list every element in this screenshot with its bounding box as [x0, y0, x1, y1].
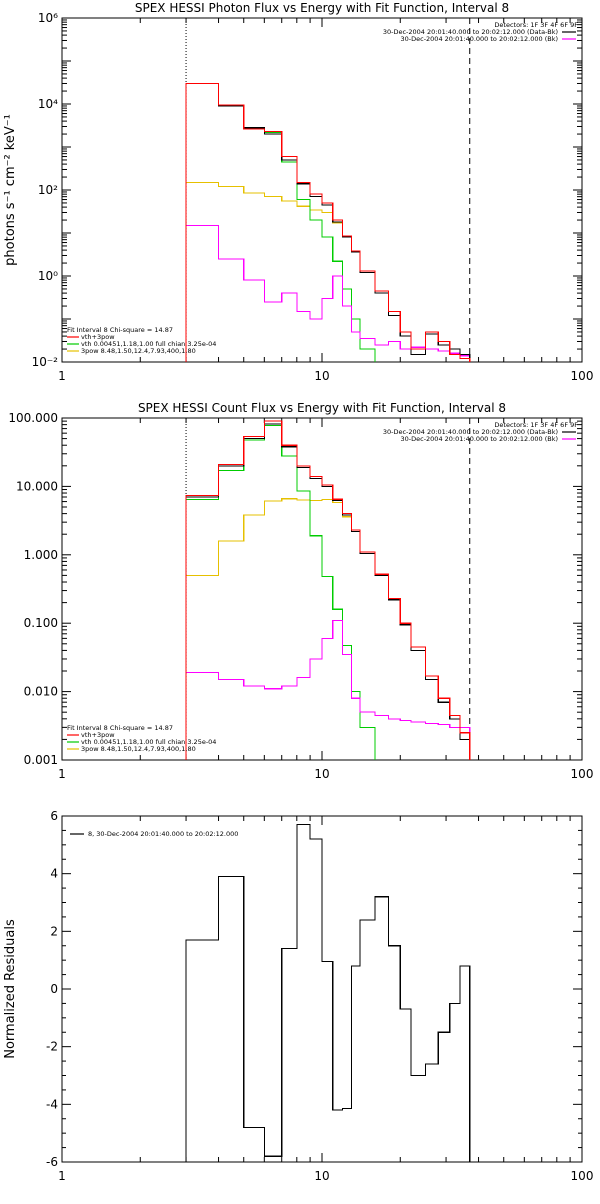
- x-tick-label: 1: [58, 1169, 66, 1183]
- series-vth-3pow: [185, 420, 471, 760]
- legend-entry: Fit Interval 8 Chi-square = 14.87: [67, 326, 173, 334]
- y-tick-label: 100.000: [8, 411, 58, 425]
- legend-entry: 30-Dec-2004 20:01:40.000 to 20:02:12.000…: [383, 28, 558, 36]
- chart-panel-2: 1 10 100 0.001 0.010 0.100 1.000 10.000 100.000 S…: [8, 401, 593, 781]
- legend-entry: vth 0.00451,1.18,1.00 full chian 3.25e-0…: [81, 340, 216, 348]
- y-tick-label: 0: [50, 982, 58, 996]
- y-tick-label: -6: [46, 1155, 58, 1169]
- legend-entry: vth+3pow: [81, 333, 115, 341]
- legend-entry: 30-Dec-2004 20:01:40.000 to 20:02:12.000…: [401, 35, 559, 43]
- y-axis-label: Normalized Residuals: [3, 919, 18, 1059]
- y-tick-label: 10⁴: [38, 97, 58, 111]
- series-vth: [185, 424, 376, 760]
- legend-entry: vth+3pow: [81, 731, 115, 739]
- x-tick-label: 10: [314, 767, 329, 781]
- y-axis-label: photons s⁻¹ cm⁻² keV⁻¹: [3, 114, 18, 266]
- y-tick-label: 0.001: [24, 753, 58, 767]
- series-vth-3pow: [185, 82, 471, 362]
- series-8-30-dec-2004-20-01-40-000-to-20-02-12-000: [185, 824, 471, 1162]
- chart-panel-3: 1 10 100 -6 -4 -2 0 2 4 6 Normalized Residuals 8, 3…: [3, 809, 593, 1183]
- plot-frame: [61, 417, 583, 761]
- series-data-bk: [185, 423, 471, 760]
- y-tick-label: 10⁰: [38, 269, 58, 283]
- series-bk: [185, 619, 471, 760]
- x-tick-label: 1: [58, 767, 66, 781]
- series-3pow: [185, 498, 471, 760]
- series-bk: [185, 224, 471, 362]
- y-tick-label: 0.010: [24, 685, 58, 699]
- legend-entry: 30-Dec-2004 20:01:40.000 to 20:02:12.000…: [401, 435, 559, 443]
- legend-entry: 3pow 8.48,1.50,12.4,7.93,400,1.80: [81, 745, 196, 753]
- y-tick-label: 10⁻²: [32, 355, 59, 369]
- y-tick-label: 0.100: [24, 616, 58, 630]
- x-tick-label: 1: [58, 369, 66, 383]
- legend-entry: Detectors: 1F 3F 4F 6F 9F: [494, 421, 578, 429]
- series-data-bk: [185, 82, 471, 362]
- x-tick-label: 10: [314, 1169, 329, 1183]
- x-tick-label: 10: [314, 369, 329, 383]
- y-tick-label: 2: [50, 924, 58, 938]
- series-3pow: [185, 181, 471, 362]
- chart-title: SPEX HESSI Photon Flux vs Energy with Fi…: [135, 1, 509, 15]
- x-tick-label: 100: [571, 1169, 594, 1183]
- series-vth: [185, 82, 376, 362]
- legend-entry: 8, 30-Dec-2004 20:01:40.000 to 20:02:12.…: [88, 830, 238, 838]
- legend-entry: Fit Interval 8 Chi-square = 14.87: [67, 724, 173, 732]
- y-tick-label: -4: [46, 1097, 58, 1111]
- y-tick-label: 10²: [38, 183, 58, 197]
- y-tick-label: 10⁶: [38, 11, 58, 25]
- legend-entry: 30-Dec-2004 20:01:40.000 to 20:02:12.000…: [383, 428, 558, 436]
- x-tick-label: 100: [571, 767, 594, 781]
- legend-entry: vth 0.00451,1.18,1.00 full chian 3.25e-0…: [81, 738, 216, 746]
- y-tick-label: 1.000: [24, 548, 58, 562]
- chart-panel-1: 1 10 100 10⁻² 10⁰ 10² 10⁴ 10⁶ SPEX HESSI Photon …: [3, 1, 593, 383]
- chart-title: SPEX HESSI Count Flux vs Energy with Fit…: [138, 401, 506, 415]
- legend-entry: 3pow 8.48,1.50,12.4,7.93,400,1.80: [81, 347, 196, 355]
- y-tick-label: 10.000: [16, 479, 58, 493]
- legend-entry: Detectors: 1F 3F 4F 6F 9F: [494, 21, 578, 29]
- y-tick-label: 6: [50, 809, 58, 823]
- y-tick-label: 4: [50, 867, 58, 881]
- y-tick-label: -2: [46, 1040, 58, 1054]
- x-tick-label: 100: [571, 369, 594, 383]
